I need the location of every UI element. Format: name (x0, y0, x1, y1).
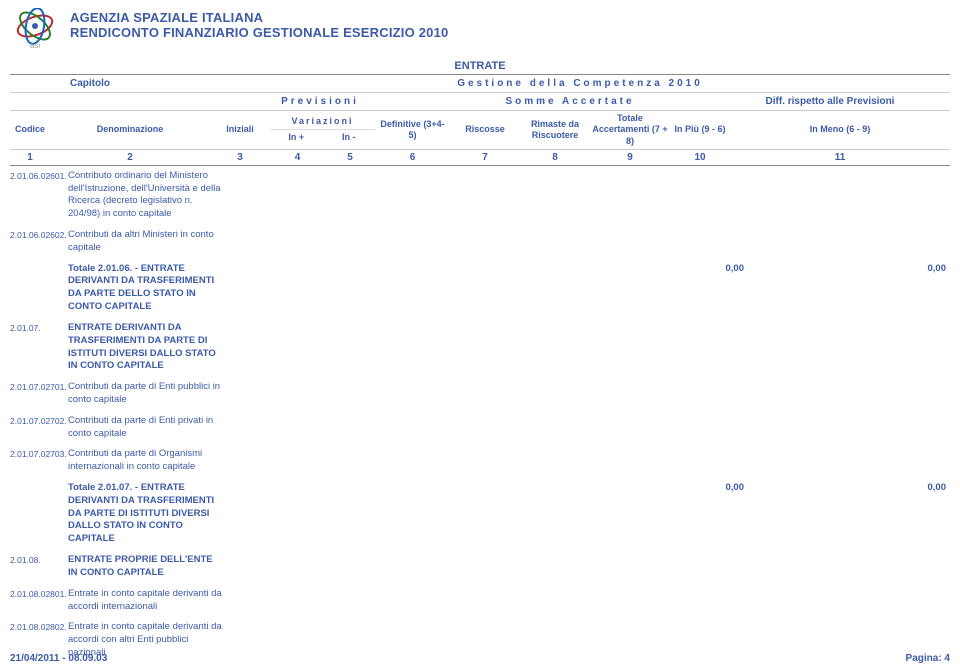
table-body: 2.01.06.02601.Contributo ordinario del M… (10, 166, 950, 664)
row-in-piu: 0,00 (688, 482, 748, 546)
col-variazioni: Variazioni In + In - (270, 111, 375, 149)
row-in-meno: 0,00 (748, 482, 950, 546)
col-somme: Somme Accertate (430, 93, 710, 110)
colnum: 8 (520, 150, 590, 165)
colnum: 11 (730, 150, 950, 165)
col-in-plus: In + (270, 130, 323, 145)
col-in-minus: In - (323, 130, 376, 145)
row-description: Totale 2.01.07. - ENTRATE DERIVANTI DA T… (68, 482, 228, 546)
table-row: Totale 2.01.07. - ENTRATE DERIVANTI DA T… (10, 478, 950, 550)
col-variazioni-label: Variazioni (270, 114, 375, 129)
row-description: Contributo ordinario del Ministero dell'… (68, 170, 228, 221)
colnum: 6 (375, 150, 450, 165)
table-row: 2.01.07.ENTRATE DERIVANTI DA TRASFERIMEN… (10, 318, 950, 377)
col-in-meno: In Meno (6 - 9) (730, 111, 950, 149)
row-description: Contributi da parte di Organismi interna… (68, 448, 228, 474)
footer-timestamp: 21/04/2011 - 08.09.03 (10, 653, 107, 664)
row-code: 2.01.07. (10, 322, 68, 373)
col-number-row: 1 2 3 4 5 6 7 8 9 10 11 (10, 149, 950, 165)
table-row: 2.01.08.ENTRATE PROPRIE DELL'ENTE IN CON… (10, 550, 950, 584)
row-description: Totale 2.01.06. - ENTRATE DERIVANTI DA T… (68, 263, 228, 314)
table-row: 2.01.06.02602.Contributi da altri Minist… (10, 225, 950, 259)
colnum: 1 (10, 150, 50, 165)
footer-page: Pagina: 4 (906, 653, 950, 664)
col-gestione: Gestione della Competenza 2010 (210, 75, 950, 92)
col-denominazione: Denominazione (50, 111, 210, 149)
table-row: 2.01.07.02702.Contributi da parte di Ent… (10, 411, 950, 445)
row-in-piu: 0,00 (688, 263, 748, 314)
row-code (10, 482, 68, 546)
svg-text:asi: asi (30, 41, 40, 50)
row-description: Contributi da parte di Enti privati in c… (68, 415, 228, 441)
col-definitive: Definitive (3+4-5) (375, 111, 450, 149)
table-row: 2.01.07.02703.Contributi da parte di Org… (10, 444, 950, 478)
page-footer: 21/04/2011 - 08.09.03 Pagina: 4 (10, 653, 950, 664)
row-description: Entrate in conto capitale derivanti da a… (68, 588, 228, 614)
col-iniziali: Iniziali (210, 111, 270, 149)
row-code (10, 263, 68, 314)
org-name: AGENZIA SPAZIALE ITALIANA (70, 10, 448, 25)
colnum: 5 (325, 150, 375, 165)
row-code: 2.01.07.02703. (10, 448, 68, 474)
col-rimaste: Rimaste da Riscuotere (520, 111, 590, 149)
row-code: 2.01.07.02701. (10, 381, 68, 407)
colnum: 4 (270, 150, 325, 165)
row-description: Contributi da altri Ministeri in conto c… (68, 229, 228, 255)
table-row: Totale 2.01.06. - ENTRATE DERIVANTI DA T… (10, 259, 950, 318)
colnum: 3 (210, 150, 270, 165)
colnum: 9 (590, 150, 670, 165)
row-description: Contributi da parte di Enti pubblici in … (68, 381, 228, 407)
col-tot-acc: Totale Accertamenti (7 + 8) (590, 111, 670, 149)
row-in-meno: 0,00 (748, 263, 950, 314)
row-code: 2.01.08.02801. (10, 588, 68, 614)
page-header: asi AGENZIA SPAZIALE ITALIANA RENDICONTO… (0, 0, 960, 54)
asi-logo: asi (10, 8, 60, 50)
row-description: ENTRATE PROPRIE DELL'ENTE IN CONTO CAPIT… (68, 554, 228, 580)
org-title-block: AGENZIA SPAZIALE ITALIANA RENDICONTO FIN… (70, 8, 448, 40)
row-code: 2.01.06.02601. (10, 170, 68, 221)
row-code: 2.01.08. (10, 554, 68, 580)
row-code: 2.01.06.02602. (10, 229, 68, 255)
col-in-piu: In Più (9 - 6) (670, 111, 730, 149)
col-diff: Diff. rispetto alle Previsioni (710, 93, 950, 110)
report-title: RENDICONTO FINANZIARIO GESTIONALE ESERCI… (70, 25, 448, 40)
table-row: 2.01.06.02601.Contributo ordinario del M… (10, 166, 950, 225)
colnum: 2 (50, 150, 210, 165)
col-riscosse: Riscosse (450, 111, 520, 149)
row-description: ENTRATE DERIVANTI DA TRASFERIMENTI DA PA… (68, 322, 228, 373)
section-label: ENTRATE (0, 60, 960, 72)
colnum: 10 (670, 150, 730, 165)
table-header: Capitolo Gestione della Competenza 2010 … (10, 74, 950, 166)
col-codice: Codice (10, 111, 50, 149)
col-previsioni: Previsioni (210, 93, 430, 110)
col-capitolo: Capitolo (10, 75, 210, 92)
row-code: 2.01.07.02702. (10, 415, 68, 441)
colnum: 7 (450, 150, 520, 165)
table-row: 2.01.08.02801.Entrate in conto capitale … (10, 584, 950, 618)
table-row: 2.01.07.02701.Contributi da parte di Ent… (10, 377, 950, 411)
